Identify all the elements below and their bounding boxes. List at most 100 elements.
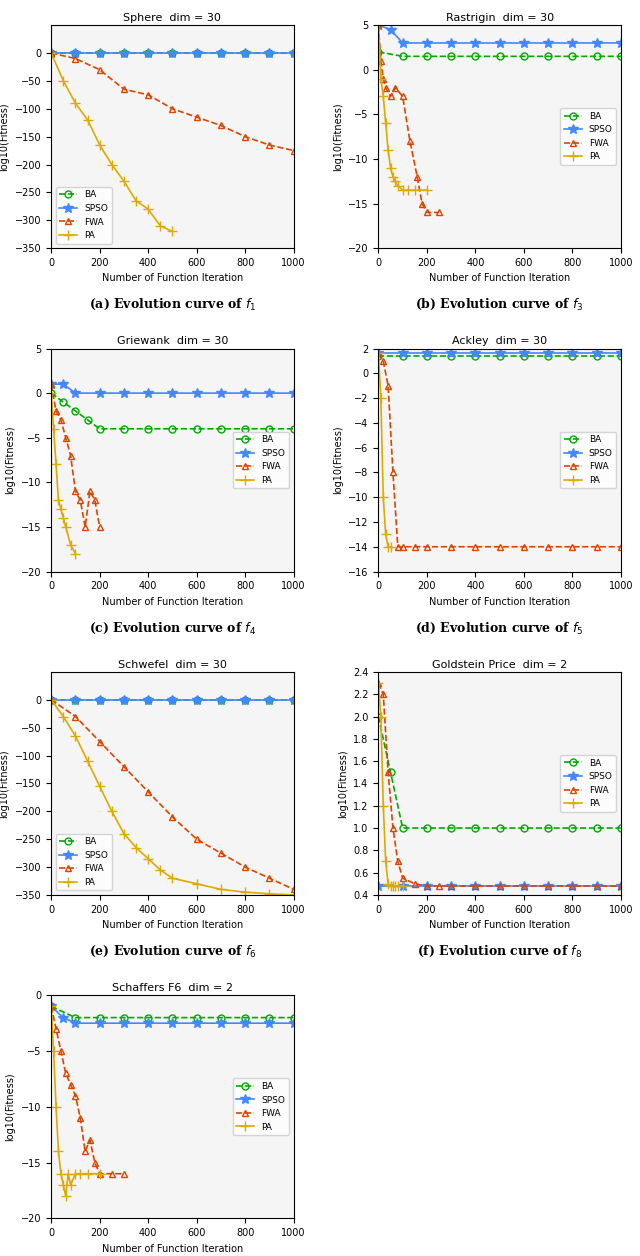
FWA xyxy=(47,45,55,60)
Text: (a) Evolution curve of $f_1$: (a) Evolution curve of $f_1$ xyxy=(88,298,256,313)
BA xyxy=(399,820,406,835)
PA xyxy=(380,798,387,813)
FWA xyxy=(144,784,152,799)
Text: (f) Evolution curve of $f_8$: (f) Evolution curve of $f_8$ xyxy=(417,945,582,960)
PA xyxy=(423,182,431,197)
Line: FWA: FWA xyxy=(48,381,103,530)
BA xyxy=(120,45,128,60)
FWA xyxy=(411,539,419,554)
FWA xyxy=(62,431,70,446)
BA xyxy=(290,421,298,436)
PA xyxy=(96,779,104,794)
Line: BA: BA xyxy=(375,49,624,60)
SPSO xyxy=(193,386,200,401)
Line: FWA: FWA xyxy=(48,49,297,154)
Line: PA: PA xyxy=(46,48,177,236)
BA xyxy=(266,421,273,436)
Y-axis label: log10(Fitness): log10(Fitness) xyxy=(333,102,342,171)
BA xyxy=(193,692,200,707)
Line: PA: PA xyxy=(46,1001,104,1201)
SPSO xyxy=(60,377,67,392)
SPSO xyxy=(266,386,273,401)
FWA xyxy=(399,89,406,104)
BA xyxy=(193,1010,200,1025)
FWA xyxy=(568,878,576,893)
SPSO xyxy=(593,878,600,893)
SPSO xyxy=(496,35,504,50)
Line: PA: PA xyxy=(46,388,80,559)
FWA xyxy=(81,1144,89,1159)
SPSO xyxy=(193,692,200,707)
SPSO xyxy=(241,692,249,707)
BA xyxy=(193,45,200,60)
PA xyxy=(384,539,392,554)
BA xyxy=(617,49,625,64)
PA xyxy=(132,193,140,208)
PA xyxy=(380,89,387,104)
BA xyxy=(447,820,455,835)
PA xyxy=(120,826,128,842)
FWA xyxy=(168,102,176,117)
BA xyxy=(423,49,431,64)
PA xyxy=(374,676,382,691)
BA xyxy=(144,421,152,436)
SPSO xyxy=(593,345,600,360)
Line: SPSO: SPSO xyxy=(46,379,298,398)
FWA xyxy=(86,1133,94,1148)
PA xyxy=(168,870,176,885)
PA xyxy=(65,1166,72,1181)
SPSO xyxy=(168,1016,176,1031)
BA xyxy=(374,348,382,363)
FWA xyxy=(472,878,479,893)
SPSO xyxy=(72,45,79,60)
SPSO xyxy=(193,45,200,60)
SPSO xyxy=(60,1010,67,1025)
Text: (e) Evolution curve of $f_6$: (e) Evolution curve of $f_6$ xyxy=(88,945,256,960)
FWA xyxy=(91,492,99,507)
SPSO xyxy=(617,878,625,893)
SPSO xyxy=(447,345,455,360)
BA xyxy=(120,692,128,707)
BA xyxy=(520,820,528,835)
SPSO xyxy=(168,45,176,60)
PA xyxy=(387,878,394,893)
PA xyxy=(382,854,390,869)
SPSO xyxy=(168,386,176,401)
PA xyxy=(108,804,116,819)
Text: (d) Evolution curve of $f_5$: (d) Evolution curve of $f_5$ xyxy=(415,620,584,636)
BA xyxy=(544,49,552,64)
Title: Goldstein Price  dim = 2: Goldstein Price dim = 2 xyxy=(432,659,567,669)
SPSO xyxy=(72,386,79,401)
SPSO xyxy=(447,878,455,893)
FWA xyxy=(389,465,397,480)
BA xyxy=(496,820,504,835)
FWA xyxy=(544,539,552,554)
Line: BA: BA xyxy=(48,389,297,432)
Line: FWA: FWA xyxy=(48,696,297,893)
Legend: BA, SPSO, FWA, PA: BA, SPSO, FWA, PA xyxy=(560,108,616,165)
PA xyxy=(96,137,104,152)
X-axis label: Number of Function Iteration: Number of Function Iteration xyxy=(102,274,243,284)
BA xyxy=(496,348,504,363)
Line: PA: PA xyxy=(374,20,432,195)
BA xyxy=(96,1010,104,1025)
FWA xyxy=(241,129,249,144)
BA xyxy=(241,1010,249,1025)
PA xyxy=(57,501,65,516)
BA xyxy=(168,421,176,436)
PA xyxy=(67,538,74,553)
PA xyxy=(144,201,152,216)
BA xyxy=(193,421,200,436)
SPSO xyxy=(374,18,382,33)
BA xyxy=(447,348,455,363)
BA xyxy=(144,692,152,707)
PA xyxy=(241,884,249,899)
Legend: BA, SPSO, FWA, PA: BA, SPSO, FWA, PA xyxy=(56,187,112,244)
PA xyxy=(84,112,92,127)
PA xyxy=(156,219,164,234)
FWA xyxy=(406,133,414,148)
Title: Schwefel  dim = 30: Schwefel dim = 30 xyxy=(118,659,227,669)
PA xyxy=(290,888,298,903)
SPSO xyxy=(399,878,406,893)
BA xyxy=(423,820,431,835)
